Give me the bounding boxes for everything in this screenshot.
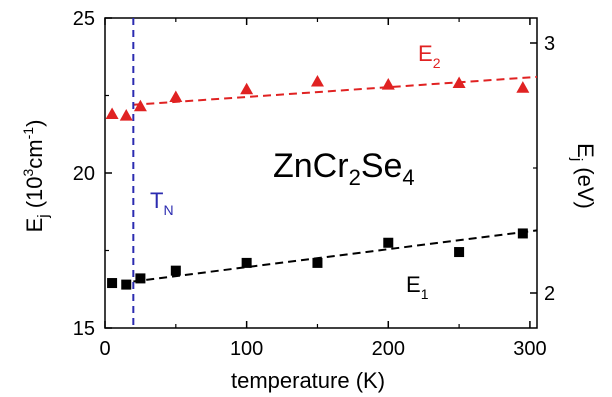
e2-point xyxy=(169,90,183,102)
e1-label: E1 xyxy=(406,272,429,302)
e1-point xyxy=(135,273,146,284)
y-axis-title-sub: j xyxy=(35,214,52,218)
compound-label: ZnCr2Se4 xyxy=(273,147,415,190)
fit-lines xyxy=(133,75,538,283)
e1-fit-line xyxy=(133,229,538,283)
right-y-axis-title-post: (eV) xyxy=(573,161,598,209)
e2-point xyxy=(105,107,119,120)
right-y-axis-title-main: E xyxy=(573,143,598,158)
e2-point xyxy=(133,99,147,112)
y-tick-label: 15 xyxy=(73,318,95,340)
x-tick-label: 100 xyxy=(230,338,263,360)
e2-point xyxy=(240,82,254,95)
e1-point xyxy=(170,265,181,276)
e2-point xyxy=(119,109,133,121)
e1-point xyxy=(517,228,528,239)
compound-label-sub1: 2 xyxy=(349,165,361,190)
y-axis-title-main: E xyxy=(22,218,47,233)
compound-label-a: ZnCr xyxy=(273,147,349,185)
x-tick-label: 0 xyxy=(99,338,110,360)
right-y-axis-title-sub: j xyxy=(568,157,585,161)
y-tick-label: 25 xyxy=(73,8,95,30)
e1-point xyxy=(241,257,252,268)
y-tick-label: 20 xyxy=(73,163,95,185)
tn-label: TN xyxy=(150,188,174,218)
tick-labels: 0 100 200 300 15 20 25 2 3 xyxy=(73,8,555,360)
y-axis-title-post: ) xyxy=(22,120,47,127)
y-axis-title-sup: 3 xyxy=(20,168,36,176)
tn-label-main: T xyxy=(150,188,163,213)
e2-fit-line xyxy=(133,75,538,106)
right-y-tick-label: 3 xyxy=(544,33,555,55)
e2-label-main: E xyxy=(418,41,433,66)
y-axis-title: Ej (103cm-1) xyxy=(20,120,52,233)
e1-point xyxy=(383,237,394,248)
e1-point xyxy=(107,278,118,289)
e2-point xyxy=(381,78,395,90)
e1-point xyxy=(121,279,132,290)
data-points xyxy=(105,74,530,290)
tick-marks xyxy=(104,17,537,329)
x-tick-label: 200 xyxy=(372,338,405,360)
e2-point xyxy=(310,74,324,87)
tn-label-sub: N xyxy=(163,202,173,218)
e1-label-main: E xyxy=(406,272,421,297)
compound-label-b: Se xyxy=(361,147,403,185)
e2-label-sub: 2 xyxy=(433,55,441,71)
y-axis-title-supneg: -1 xyxy=(20,127,36,140)
y-axis-title-unit: cm xyxy=(22,139,47,168)
compound-label-sub2: 4 xyxy=(402,165,414,190)
e1-label-sub: 1 xyxy=(421,286,429,302)
e1-point xyxy=(312,257,323,268)
e2-point xyxy=(452,76,466,89)
e1-point xyxy=(454,247,465,258)
e2-label: E2 xyxy=(418,41,441,71)
right-y-axis-title: Ej (eV) xyxy=(568,143,598,209)
e2-point xyxy=(516,81,530,93)
x-axis-title: temperature (K) xyxy=(231,368,385,393)
right-y-tick-label: 2 xyxy=(544,283,555,305)
y-axis-title-pre: (10 xyxy=(22,176,47,214)
x-tick-label: 300 xyxy=(513,338,546,360)
